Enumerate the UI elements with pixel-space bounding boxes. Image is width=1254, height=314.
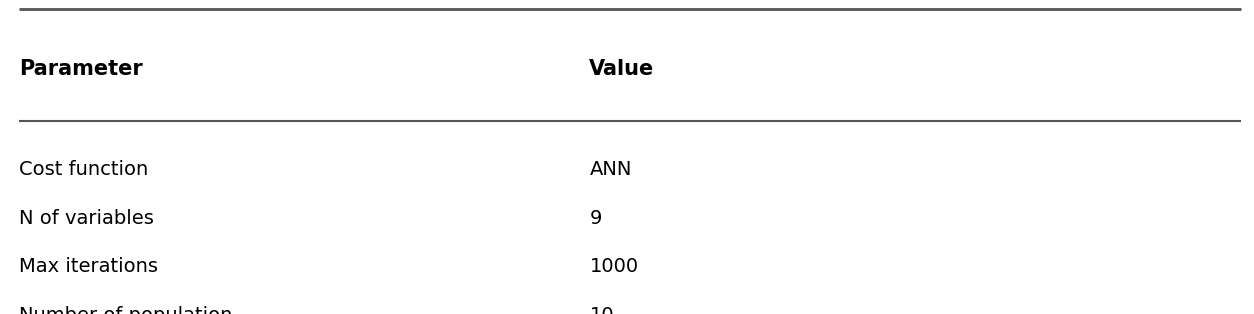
Text: Parameter: Parameter xyxy=(19,59,143,79)
Text: N of variables: N of variables xyxy=(19,209,154,228)
Text: Cost function: Cost function xyxy=(19,160,148,179)
Text: 9: 9 xyxy=(589,209,602,228)
Text: Value: Value xyxy=(589,59,655,79)
Text: 1000: 1000 xyxy=(589,257,638,276)
Text: ANN: ANN xyxy=(589,160,632,179)
Text: 10: 10 xyxy=(589,306,614,314)
Text: Number of population: Number of population xyxy=(19,306,232,314)
Text: Max iterations: Max iterations xyxy=(19,257,158,276)
